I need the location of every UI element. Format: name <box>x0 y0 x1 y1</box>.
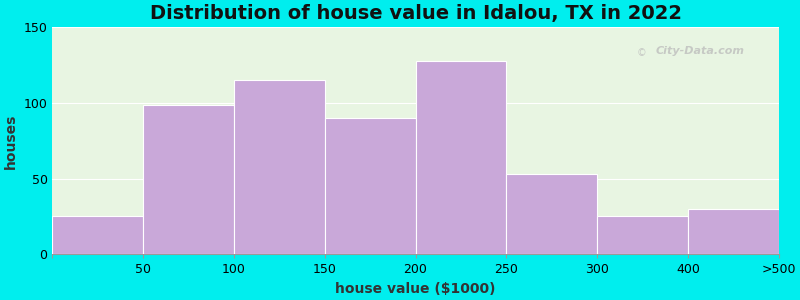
Text: City-Data.com: City-Data.com <box>655 46 744 56</box>
Bar <box>325 118 415 254</box>
Bar <box>234 80 325 254</box>
Bar <box>143 105 234 254</box>
Bar <box>415 61 506 254</box>
Bar <box>53 217 143 254</box>
X-axis label: house value ($1000): house value ($1000) <box>335 282 496 296</box>
Title: Distribution of house value in Idalou, TX in 2022: Distribution of house value in Idalou, T… <box>150 4 682 23</box>
Bar <box>597 217 688 254</box>
Bar <box>688 209 778 254</box>
Bar <box>506 174 597 254</box>
Y-axis label: houses: houses <box>4 113 18 169</box>
Text: ©: © <box>637 48 646 58</box>
